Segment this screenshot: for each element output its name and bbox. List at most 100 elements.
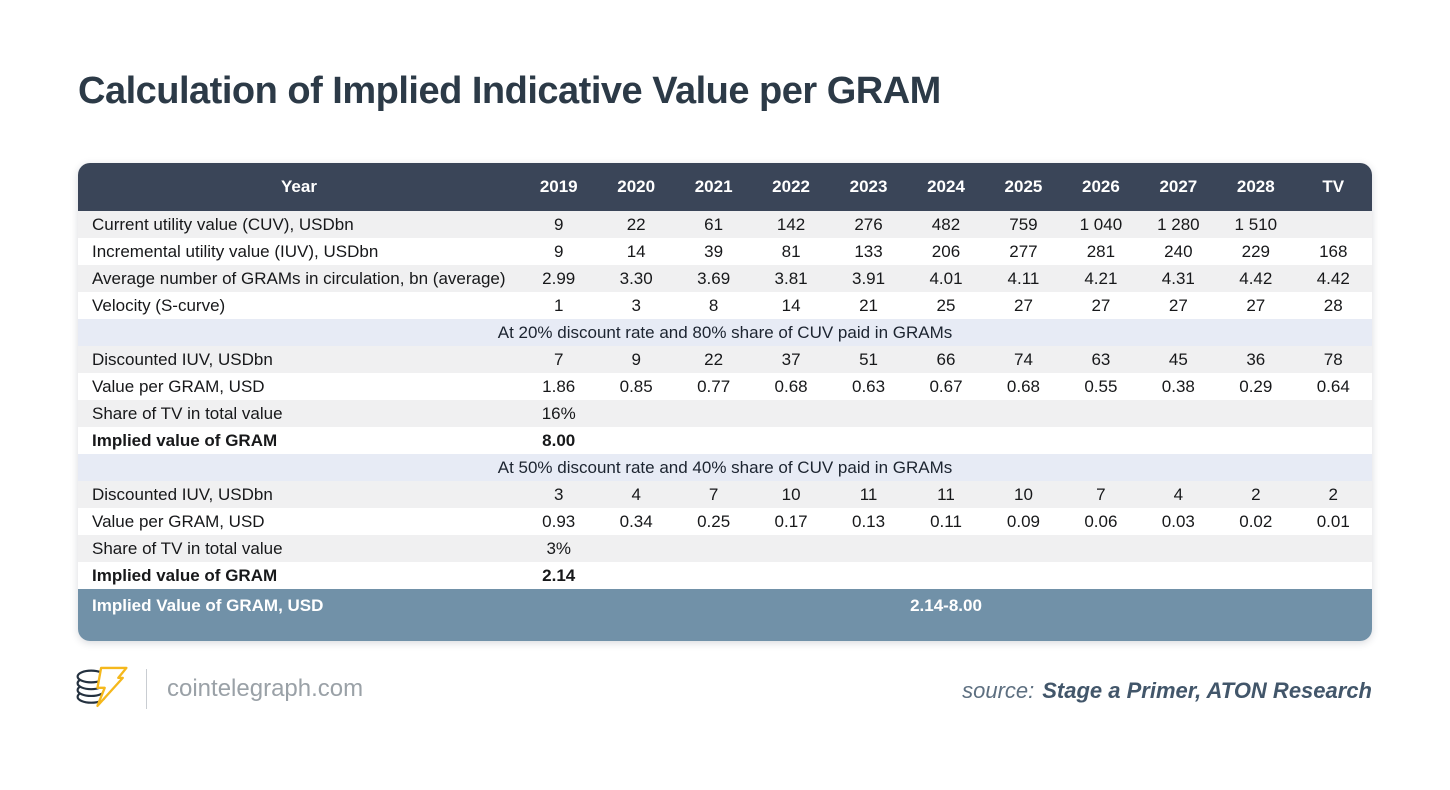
column-header: 2021	[694, 177, 733, 196]
column-header: 2022	[772, 177, 810, 196]
row-label: Discounted IUV, USDbn	[92, 484, 273, 504]
column-header: 2023	[849, 177, 888, 196]
cell-value: 4.31	[1161, 268, 1195, 288]
cell-value: 45	[1168, 349, 1188, 369]
cell-value: 4.42	[1316, 268, 1350, 288]
cell-value: 2	[1328, 484, 1338, 504]
cell-value: 22	[704, 349, 724, 369]
footer-label: Implied Value of GRAM, USD	[92, 596, 324, 615]
table-body: Current utility value (CUV), USDbn 9 22 61 1…	[78, 211, 1372, 589]
cell-value: 0.93	[542, 511, 576, 531]
column-header: 2024	[927, 177, 965, 196]
branding: cointelegraph.com	[74, 662, 363, 715]
table-footer-row: Implied Value of GRAM, USD 2.14-8.00	[78, 589, 1372, 641]
cell-value: 1 510	[1234, 214, 1278, 234]
cell-value: 2.99	[542, 268, 576, 288]
cell-value: 3.81	[774, 268, 808, 288]
cell-value: 22	[626, 214, 646, 234]
cell-value: 2.14	[542, 565, 576, 585]
cell-value: 0.85	[619, 376, 653, 396]
row-label: Discounted IUV, USDbn	[92, 349, 273, 369]
column-header: 2020	[617, 177, 656, 196]
cell-value: 2	[1251, 484, 1261, 504]
column-header: 2019	[539, 177, 578, 196]
cell-value: 1 040	[1079, 214, 1123, 234]
cell-value: 0.55	[1084, 376, 1118, 396]
table-row: Share of TV in total value 3%	[78, 535, 1372, 562]
cell-value: 4	[631, 484, 641, 504]
row-label: Share of TV in total value	[92, 538, 283, 558]
cell-value: 7	[553, 349, 564, 369]
cell-value: 78	[1323, 349, 1343, 369]
cell-value: 1.86	[542, 376, 576, 396]
cell-value: 0.34	[619, 511, 653, 531]
footer-value: 2.14-8.00	[910, 596, 982, 615]
cell-value: 21	[859, 295, 878, 315]
cell-value: 759	[1009, 214, 1038, 234]
cell-value: 7	[1096, 484, 1106, 504]
column-header: TV	[1322, 177, 1345, 196]
section-header-row: At 50% discount rate and 40% share of CU…	[78, 454, 1372, 481]
row-label: Average number of GRAMs in circulation, …	[92, 268, 506, 288]
cell-value: 51	[859, 349, 878, 369]
cell-value: 133	[854, 241, 883, 261]
cell-value: 229	[1241, 241, 1270, 261]
table-row: Incremental utility value (IUV), USDbn 9 1…	[78, 238, 1372, 265]
column-header-year: Year	[281, 177, 317, 196]
cell-value: 11	[937, 484, 955, 504]
row-label: Implied value of GRAM	[92, 430, 278, 450]
cointelegraph-logo-icon	[74, 662, 130, 715]
cell-value: 66	[936, 349, 956, 369]
cell-value: 3	[631, 295, 641, 315]
cell-value: 0.63	[851, 376, 886, 396]
cell-value: 9	[631, 349, 641, 369]
cell-value: 0.67	[929, 376, 963, 396]
section-header-row: At 20% discount rate and 80% share of CU…	[78, 319, 1372, 346]
lightning-bolt-icon	[96, 666, 128, 708]
cell-value: 0.06	[1084, 511, 1118, 531]
cell-value: 27	[1168, 295, 1188, 315]
column-header: 2025	[1004, 177, 1043, 196]
cell-value: 3.91	[851, 268, 886, 288]
cell-value: 11	[859, 484, 878, 504]
row-label: Current utility value (CUV), USDbn	[92, 214, 354, 234]
cell-value: 27	[1246, 295, 1266, 315]
cell-value: 0.13	[851, 511, 886, 531]
cell-value: 0.03	[1161, 511, 1195, 531]
table-header-row: Year 2019 2020 2021 2022 2023 2024 2025 2026 2027…	[78, 163, 1372, 211]
source-text: Stage a Primer, ATON Research	[1042, 678, 1372, 703]
cell-value: 276	[854, 214, 883, 234]
cell-value: 0.09	[1006, 511, 1040, 531]
cell-value: 168	[1319, 241, 1348, 261]
table-row: Current utility value (CUV), USDbn 9 22 61 1…	[78, 211, 1372, 238]
cell-value: 1	[553, 295, 564, 315]
cell-value: 281	[1086, 241, 1116, 261]
cell-value: 36	[1246, 349, 1266, 369]
table-row: Implied value of GRAM 8.00	[78, 427, 1372, 454]
cell-value: 0.68	[774, 376, 808, 396]
cell-value: 3%	[546, 538, 572, 558]
source-prefix: source:	[962, 678, 1035, 703]
cell-value: 0.01	[1316, 511, 1350, 531]
table-row: Discounted IUV, USDbn 3 4 7 10 11 11 10 7 4 2 2	[78, 481, 1372, 508]
cell-value: 0.38	[1161, 376, 1195, 396]
cell-value: 0.11	[930, 511, 962, 531]
cell-value: 142	[776, 214, 806, 234]
cell-value: 3	[553, 484, 564, 504]
cell-value: 240	[1164, 241, 1193, 261]
row-label: Incremental utility value (IUV), USDbn	[92, 241, 379, 261]
brand-divider	[146, 668, 147, 709]
table-row: Average number of GRAMs in circulation, …	[78, 265, 1372, 292]
cell-value: 37	[781, 349, 801, 369]
row-label: Velocity (S-curve)	[92, 295, 226, 315]
cell-value: 0.68	[1006, 376, 1040, 396]
row-label: Value per GRAM, USD	[92, 511, 265, 531]
table-row: Value per GRAM, USD 0.93 0.34 0.25 0.17 0.13 0…	[78, 508, 1372, 535]
row-label: Share of TV in total value	[92, 403, 283, 423]
cell-value: 4.42	[1239, 268, 1273, 288]
implied-value-table: Year 2019 2020 2021 2022 2023 2024 2025 2026 2027…	[78, 163, 1372, 641]
cell-value: 16%	[541, 403, 576, 423]
cell-value: 9	[553, 241, 564, 261]
table-row: Velocity (S-curve) 1 3 8 14 21 25 27 27 27 27 28	[78, 292, 1372, 319]
table-row: Share of TV in total value 16%	[78, 400, 1372, 427]
